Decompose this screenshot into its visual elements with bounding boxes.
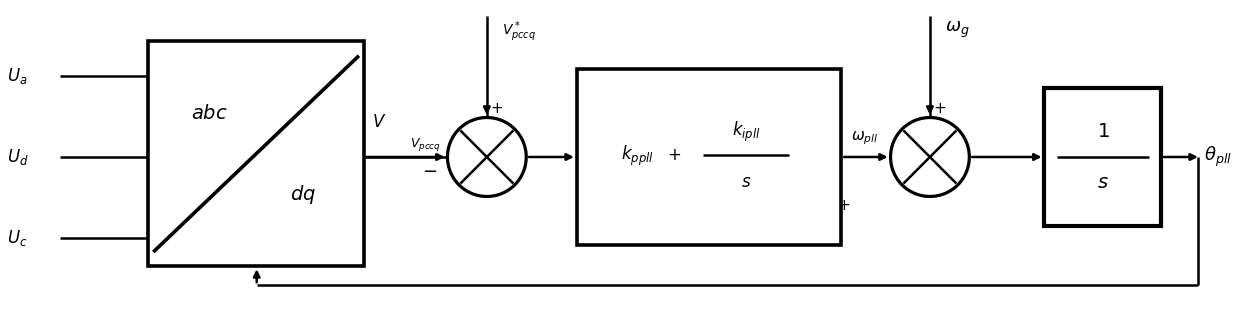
Text: $dq$: $dq$ xyxy=(290,183,316,206)
Text: $+$: $+$ xyxy=(668,146,681,165)
Text: $+$: $+$ xyxy=(838,198,850,213)
Ellipse shape xyxy=(891,117,969,197)
Text: $U_c$: $U_c$ xyxy=(7,228,27,248)
Text: $-$: $-$ xyxy=(422,160,437,178)
Text: $k_{ipll}$: $k_{ipll}$ xyxy=(731,120,761,144)
Text: $V$: $V$ xyxy=(373,113,387,131)
Bar xyxy=(1044,88,1161,226)
Text: $U_d$: $U_d$ xyxy=(7,147,28,167)
Text: $s$: $s$ xyxy=(741,173,751,191)
Text: $V^*_{pccq}$: $V^*_{pccq}$ xyxy=(502,19,535,44)
Text: $+$: $+$ xyxy=(491,101,503,116)
Text: $1$: $1$ xyxy=(1097,122,1109,142)
Text: $V_{pccq}$: $V_{pccq}$ xyxy=(410,136,441,153)
Text: $\theta_{pll}$: $\theta_{pll}$ xyxy=(1204,145,1233,169)
Text: $s$: $s$ xyxy=(1097,172,1109,192)
Text: $\omega_g$: $\omega_g$ xyxy=(944,19,969,40)
Bar xyxy=(576,69,841,245)
Ellipse shape xyxy=(447,117,527,197)
Bar xyxy=(149,41,364,266)
Text: $+$: $+$ xyxy=(933,101,947,116)
Text: $abc$: $abc$ xyxy=(191,104,228,123)
Text: $\omega_{pll}$: $\omega_{pll}$ xyxy=(851,129,878,147)
Text: $U_a$: $U_a$ xyxy=(7,66,27,86)
Text: $k_{ppll}$: $k_{ppll}$ xyxy=(621,143,654,168)
